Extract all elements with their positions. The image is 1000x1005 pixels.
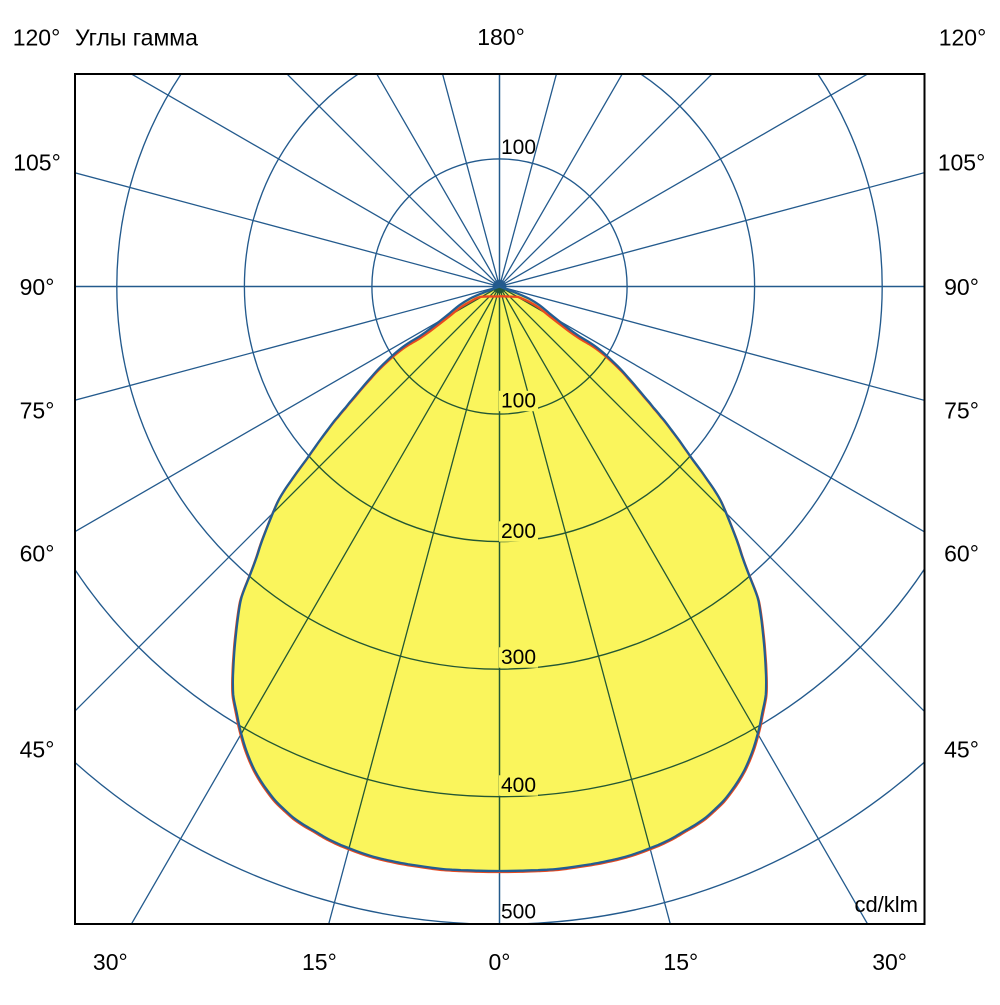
- svg-text:180°: 180°: [477, 24, 525, 50]
- svg-text:90°: 90°: [20, 274, 55, 300]
- svg-text:400: 400: [501, 774, 536, 797]
- svg-text:45°: 45°: [20, 737, 55, 763]
- svg-text:0°: 0°: [489, 949, 511, 975]
- svg-text:120°: 120°: [939, 25, 987, 51]
- svg-text:105°: 105°: [938, 150, 986, 176]
- svg-text:100: 100: [501, 390, 536, 413]
- svg-text:60°: 60°: [20, 541, 55, 567]
- svg-text:500: 500: [501, 901, 536, 924]
- svg-text:15°: 15°: [663, 949, 698, 975]
- svg-text:75°: 75°: [944, 398, 979, 424]
- svg-text:120°: 120°: [13, 25, 61, 51]
- svg-text:45°: 45°: [944, 737, 979, 763]
- svg-text:30°: 30°: [93, 949, 128, 975]
- svg-text:Углы гамма: Углы гамма: [75, 25, 198, 51]
- svg-text:200: 200: [501, 520, 536, 543]
- svg-text:105°: 105°: [13, 150, 61, 176]
- svg-text:100: 100: [501, 136, 536, 159]
- svg-text:60°: 60°: [944, 541, 979, 567]
- svg-text:300: 300: [501, 646, 536, 669]
- svg-text:75°: 75°: [20, 398, 55, 424]
- svg-text:15°: 15°: [302, 949, 337, 975]
- svg-text:30°: 30°: [872, 949, 907, 975]
- svg-text:cd/klm: cd/klm: [854, 892, 918, 917]
- svg-text:90°: 90°: [944, 274, 979, 300]
